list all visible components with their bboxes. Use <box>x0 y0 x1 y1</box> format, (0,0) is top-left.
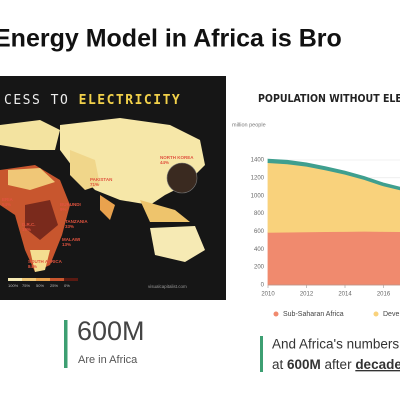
map-label-value: 9% <box>60 207 67 212</box>
legend-swatch <box>64 278 78 281</box>
legend-label: 0% <box>64 283 70 288</box>
note-mid: after <box>321 357 356 372</box>
note-bold: 600M <box>287 357 321 372</box>
y-tick-label: 600 <box>254 229 265 235</box>
legend-dot <box>373 311 379 317</box>
note-accent <box>260 336 263 372</box>
south-africa-shape <box>30 250 50 272</box>
legend-dot <box>273 311 279 317</box>
y-tick-label: 800 <box>254 211 265 217</box>
map-legend: 100% 75% 50% 25% 0% <box>8 278 78 288</box>
note-line-1: And Africa's numbers a <box>272 337 400 352</box>
map-label-name: D.R.C. <box>22 222 36 227</box>
y-tick-label: 1200 <box>251 175 265 181</box>
stat-caption: Are in Africa <box>78 354 138 366</box>
chart-title: POPULATION WITHOUT ELECT <box>258 93 400 105</box>
legend-swatch <box>22 278 36 281</box>
note-line-2: at 600M after decades <box>272 357 400 372</box>
y-tick-label: 1400 <box>251 158 265 164</box>
europe-shape <box>0 120 60 150</box>
north-africa-shape <box>8 168 55 190</box>
south-asia-shape <box>100 195 115 220</box>
map-label-name: BURUNDI <box>60 202 81 207</box>
legend-label: Sub-Saharan Africa <box>283 311 344 318</box>
map-label-value: 33% <box>65 224 74 229</box>
map-label-value: 13% <box>62 242 71 247</box>
stat-value: 600M <box>77 316 145 346</box>
map-label-name: PAKISTAN <box>90 177 112 182</box>
southeast-asia-shape <box>140 200 190 222</box>
map-label-value: 71% <box>90 182 99 187</box>
stat-accent <box>64 320 68 368</box>
x-tick-label: 2012 <box>300 292 314 298</box>
legend-label: 75% <box>22 283 30 288</box>
map-label-name: SOUTH AFRICA <box>28 259 63 264</box>
map-label-name: MALAWI <box>62 237 80 242</box>
y-tick-label: 200 <box>254 265 265 271</box>
korea-inset <box>166 162 198 194</box>
legend-label: 25% <box>50 283 58 288</box>
map-label-value: 44% <box>160 160 169 165</box>
y-tick-label: 0 <box>261 283 265 289</box>
note-prefix: at <box>272 357 287 372</box>
map-label-name: TANZANIA <box>65 219 88 224</box>
area <box>267 230 400 286</box>
area-chart: POPULATION WITHOUT ELECT million people … <box>232 93 400 318</box>
area <box>267 162 400 233</box>
legend-label: 50% <box>36 283 44 288</box>
map-label-value: 19% <box>22 227 31 232</box>
legend-label: 100% <box>8 283 19 288</box>
x-tick-label: 2016 <box>377 292 391 298</box>
y-axis-label: million people <box>232 122 266 128</box>
map-label-name: ERIA <box>2 197 14 202</box>
map-label-value: 84% <box>28 264 37 269</box>
x-tick-label: 2014 <box>338 292 352 298</box>
map-source: visualcapitalist.com <box>148 284 187 289</box>
y-tick-label: 1000 <box>251 193 265 199</box>
y-tick-label: 400 <box>254 247 265 253</box>
note-link: decades <box>355 357 400 372</box>
map-title-prefix: CESS TO <box>4 93 79 108</box>
area <box>267 158 400 191</box>
legend-label: Deve <box>383 311 399 318</box>
map-title: CESS TO ELECTRICITY <box>4 93 181 108</box>
map-label-name: NORTH KOREA <box>160 155 194 160</box>
x-tick-label: 2010 <box>261 292 275 298</box>
central-africa-shape <box>25 200 58 240</box>
australia-shape <box>150 226 205 262</box>
slide-title: Energy Model in Africa is Bro <box>0 25 342 53</box>
middle-east-shape <box>70 150 100 190</box>
legend-swatch <box>8 278 22 281</box>
legend-swatch <box>50 278 64 281</box>
map-label-value: 54% <box>2 202 11 207</box>
map-title-highlight: ELECTRICITY <box>79 93 182 108</box>
legend-swatch <box>36 278 50 281</box>
